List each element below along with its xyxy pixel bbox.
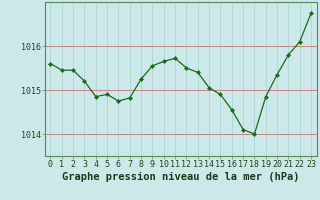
X-axis label: Graphe pression niveau de la mer (hPa): Graphe pression niveau de la mer (hPa) <box>62 172 300 182</box>
